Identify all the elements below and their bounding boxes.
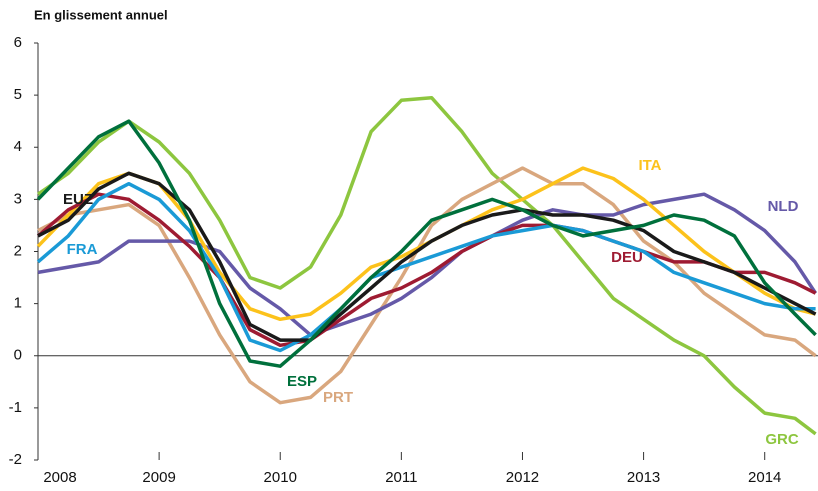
series-line — [37, 95, 817, 436]
y-tick-label: 6 — [14, 34, 22, 51]
y-tick-label: 1 — [14, 295, 22, 312]
y-tick-label: 5 — [14, 86, 22, 103]
series-label: DEU — [611, 249, 643, 266]
series-label: ITA — [638, 157, 661, 174]
y-tick-label: 2 — [14, 242, 22, 259]
x-tick-label: 2012 — [506, 469, 539, 486]
y-tick-label: 0 — [14, 347, 22, 364]
series-label: EUZ — [63, 191, 93, 208]
x-tick-label: 2010 — [264, 469, 297, 486]
x-tick-label: 2009 — [142, 469, 175, 486]
series-label: GRC — [765, 431, 799, 448]
series-line — [36, 192, 817, 348]
series-label: NLD — [768, 198, 799, 215]
series-line — [36, 119, 817, 368]
series-line — [37, 192, 818, 337]
series-label: PRT — [323, 389, 353, 406]
x-tick-label: 2013 — [627, 469, 660, 486]
y-tick-label: -2 — [9, 451, 22, 468]
y-tick-label: -1 — [9, 399, 22, 416]
y-tick-label: 4 — [14, 138, 22, 155]
series-line — [37, 171, 817, 342]
x-tick-label: 2011 — [385, 469, 417, 486]
chart-title: En glissement annuel — [34, 7, 168, 22]
series-line — [36, 181, 816, 353]
y-tick-label: 3 — [14, 190, 22, 207]
series-label: FRA — [67, 241, 98, 258]
series-label: ESP — [287, 373, 317, 390]
x-tick-label: 2008 — [43, 469, 76, 486]
series-line — [37, 166, 817, 405]
x-tick-label: 2014 — [748, 469, 781, 486]
